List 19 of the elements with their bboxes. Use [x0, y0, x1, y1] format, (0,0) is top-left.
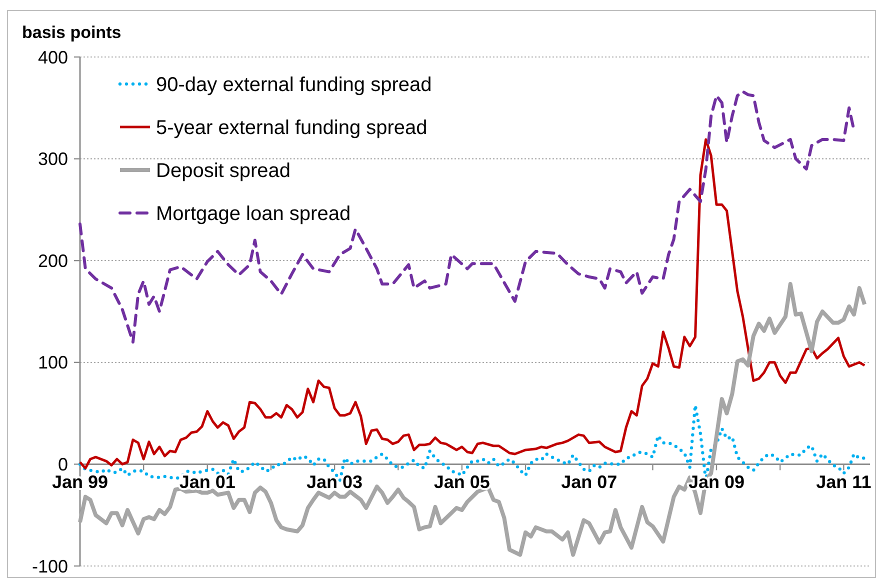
y-axis-title: basis points	[22, 23, 122, 42]
y-tick-label: 0	[58, 454, 68, 474]
legend-label: Mortgage loan spread	[156, 203, 351, 225]
y-tick-label: 300	[38, 149, 68, 170]
y-tick-label: 100	[38, 352, 68, 373]
x-tick-label: Jan 11	[816, 472, 872, 492]
x-tick-label: Jan 09	[688, 472, 745, 492]
x-tick-label: Jan 07	[561, 472, 618, 492]
legend-label: Deposit spread	[156, 160, 291, 182]
y-tick-label: -100	[32, 556, 68, 576]
x-tick-label: Jan 05	[434, 472, 490, 492]
y-tick-label: 400	[38, 47, 68, 68]
x-tick-label: Jan 01	[179, 472, 236, 492]
x-tick-label: Jan 03	[306, 472, 363, 492]
legend-label: 90-day external funding spread	[156, 74, 432, 96]
line-series	[78, 138, 866, 470]
y-tick-label: 200	[38, 250, 68, 271]
x-tick-label: Jan 99	[52, 472, 108, 492]
legend-label: 5-year external funding spread	[156, 117, 428, 139]
